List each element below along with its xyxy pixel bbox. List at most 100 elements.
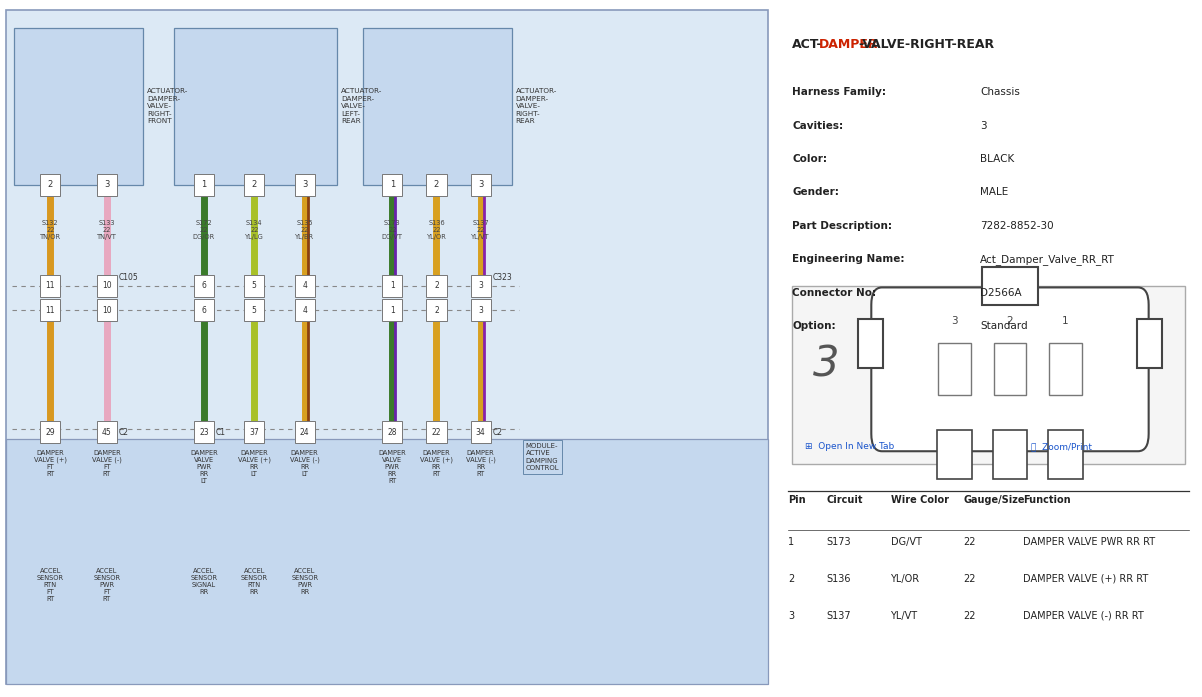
Text: DAMPER: DAMPER xyxy=(819,38,879,52)
Text: 1: 1 xyxy=(389,282,394,290)
Text: 3: 3 xyxy=(814,343,840,385)
Bar xyxy=(194,299,214,321)
Bar xyxy=(994,342,1027,395)
Bar xyxy=(471,275,490,297)
Text: Engineering Name:: Engineering Name: xyxy=(792,254,905,264)
Text: 23: 23 xyxy=(200,428,209,436)
Text: DAMPER
VALVE
PWR
RR
LT: DAMPER VALVE PWR RR LT xyxy=(190,450,218,484)
Text: 37: 37 xyxy=(250,428,260,436)
Text: 3: 3 xyxy=(105,181,109,189)
Text: S137
22
YL/VT: S137 22 YL/VT xyxy=(471,220,490,240)
Text: ACTUATOR-
DAMPER-
VALVE-
RIGHT-
REAR: ACTUATOR- DAMPER- VALVE- RIGHT- REAR xyxy=(516,89,557,124)
Bar xyxy=(427,275,447,297)
Text: S136: S136 xyxy=(827,574,851,583)
Text: 29: 29 xyxy=(46,428,55,436)
Text: S134
22
YL/LG: S134 22 YL/LG xyxy=(245,220,263,240)
Text: 4: 4 xyxy=(302,282,308,290)
Text: S135
22
YL/BR: S135 22 YL/BR xyxy=(296,220,314,240)
Bar xyxy=(858,319,883,367)
Bar xyxy=(1048,430,1083,479)
Text: 4: 4 xyxy=(302,306,308,314)
Bar xyxy=(194,421,214,443)
Bar xyxy=(294,299,315,321)
Bar xyxy=(244,299,264,321)
Text: ACCEL
SENSOR
PWR
FT
RT: ACCEL SENSOR PWR FT RT xyxy=(94,568,120,602)
Text: 2: 2 xyxy=(434,181,439,189)
Text: S133
22
TN/VT: S133 22 TN/VT xyxy=(97,220,117,240)
Bar xyxy=(6,439,768,684)
Text: Standard: Standard xyxy=(980,321,1028,331)
Text: 11: 11 xyxy=(46,306,55,314)
Text: 1: 1 xyxy=(1063,316,1069,325)
Text: DAMPER
VALVE (-)
RR
LT: DAMPER VALVE (-) RR LT xyxy=(290,450,320,477)
Text: ACTUATOR-
DAMPER-
VALVE-
RIGHT-
FRONT: ACTUATOR- DAMPER- VALVE- RIGHT- FRONT xyxy=(148,89,189,124)
Text: Part Description:: Part Description: xyxy=(792,221,892,231)
Bar xyxy=(41,299,60,321)
Text: ACTUATOR-
DAMPER-
VALVE-
LEFT-
REAR: ACTUATOR- DAMPER- VALVE- LEFT- REAR xyxy=(341,89,382,124)
Text: 2: 2 xyxy=(251,181,257,189)
Text: Circuit: Circuit xyxy=(827,495,863,505)
FancyBboxPatch shape xyxy=(6,10,768,684)
Text: C105: C105 xyxy=(119,273,138,282)
Text: DAMPER VALVE (-) RR RT: DAMPER VALVE (-) RR RT xyxy=(1023,611,1143,620)
Bar xyxy=(294,174,315,196)
Text: 2: 2 xyxy=(434,282,439,290)
Text: DAMPER
VALVE (+)
RR
RT: DAMPER VALVE (+) RR RT xyxy=(419,450,453,477)
Text: Option:: Option: xyxy=(792,321,835,331)
Bar xyxy=(427,421,447,443)
Bar xyxy=(471,299,490,321)
Text: 1: 1 xyxy=(789,537,795,546)
Text: 45: 45 xyxy=(102,428,112,436)
Text: 5: 5 xyxy=(252,306,257,314)
Bar xyxy=(471,421,490,443)
Text: 11: 11 xyxy=(46,282,55,290)
Bar xyxy=(993,430,1027,479)
Text: 28: 28 xyxy=(387,428,397,436)
Text: 5: 5 xyxy=(252,282,257,290)
Text: 2: 2 xyxy=(434,306,439,314)
Text: MODULE-
ACTIVE
DAMPING
CONTROL: MODULE- ACTIVE DAMPING CONTROL xyxy=(525,443,559,471)
Text: ACCEL
SENSOR
PWR
RR: ACCEL SENSOR PWR RR xyxy=(291,568,319,595)
Bar xyxy=(938,430,971,479)
Text: ⊞  Open In New Tab: ⊞ Open In New Tab xyxy=(805,442,894,451)
Text: DAMPER VALVE (+) RR RT: DAMPER VALVE (+) RR RT xyxy=(1023,574,1148,583)
Text: 1: 1 xyxy=(201,181,207,189)
Text: 7282-8852-30: 7282-8852-30 xyxy=(980,221,1054,231)
Bar xyxy=(939,342,971,395)
Text: DAMPER VALVE PWR RR RT: DAMPER VALVE PWR RR RT xyxy=(1023,537,1155,546)
Text: Connector No:: Connector No: xyxy=(792,288,876,298)
Text: C1: C1 xyxy=(215,428,226,436)
Text: 1: 1 xyxy=(389,181,395,189)
FancyBboxPatch shape xyxy=(871,287,1149,451)
Text: Pin: Pin xyxy=(789,495,805,505)
Bar xyxy=(382,299,403,321)
Bar xyxy=(174,28,338,185)
Text: S173
22
DG/VT: S173 22 DG/VT xyxy=(382,220,403,240)
Text: D2566A: D2566A xyxy=(980,288,1022,298)
Bar xyxy=(363,28,512,185)
Bar xyxy=(41,275,60,297)
Text: 2: 2 xyxy=(789,574,795,583)
Text: 22: 22 xyxy=(963,537,976,546)
Bar xyxy=(1137,319,1162,367)
Text: 34: 34 xyxy=(476,428,486,436)
Bar xyxy=(471,174,490,196)
Text: ACT-: ACT- xyxy=(792,38,823,52)
Bar xyxy=(792,286,1185,464)
Text: -VALVE-RIGHT-REAR: -VALVE-RIGHT-REAR xyxy=(858,38,994,52)
Text: Cavities:: Cavities: xyxy=(792,121,844,130)
Text: 10: 10 xyxy=(102,306,112,314)
Text: 6: 6 xyxy=(202,282,207,290)
Bar xyxy=(294,421,315,443)
Text: S173: S173 xyxy=(827,537,851,546)
Text: ACCEL
SENSOR
RTN
FT
RT: ACCEL SENSOR RTN FT RT xyxy=(37,568,64,602)
Text: Color:: Color: xyxy=(792,154,827,164)
Bar xyxy=(382,275,403,297)
Text: C2: C2 xyxy=(119,428,129,436)
Bar xyxy=(244,421,264,443)
Text: DAMPER
VALVE
PWR
RR
RT: DAMPER VALVE PWR RR RT xyxy=(379,450,406,484)
Text: MALE: MALE xyxy=(980,187,1008,197)
Bar xyxy=(14,28,143,185)
Text: S137: S137 xyxy=(827,611,851,620)
Bar xyxy=(97,299,117,321)
